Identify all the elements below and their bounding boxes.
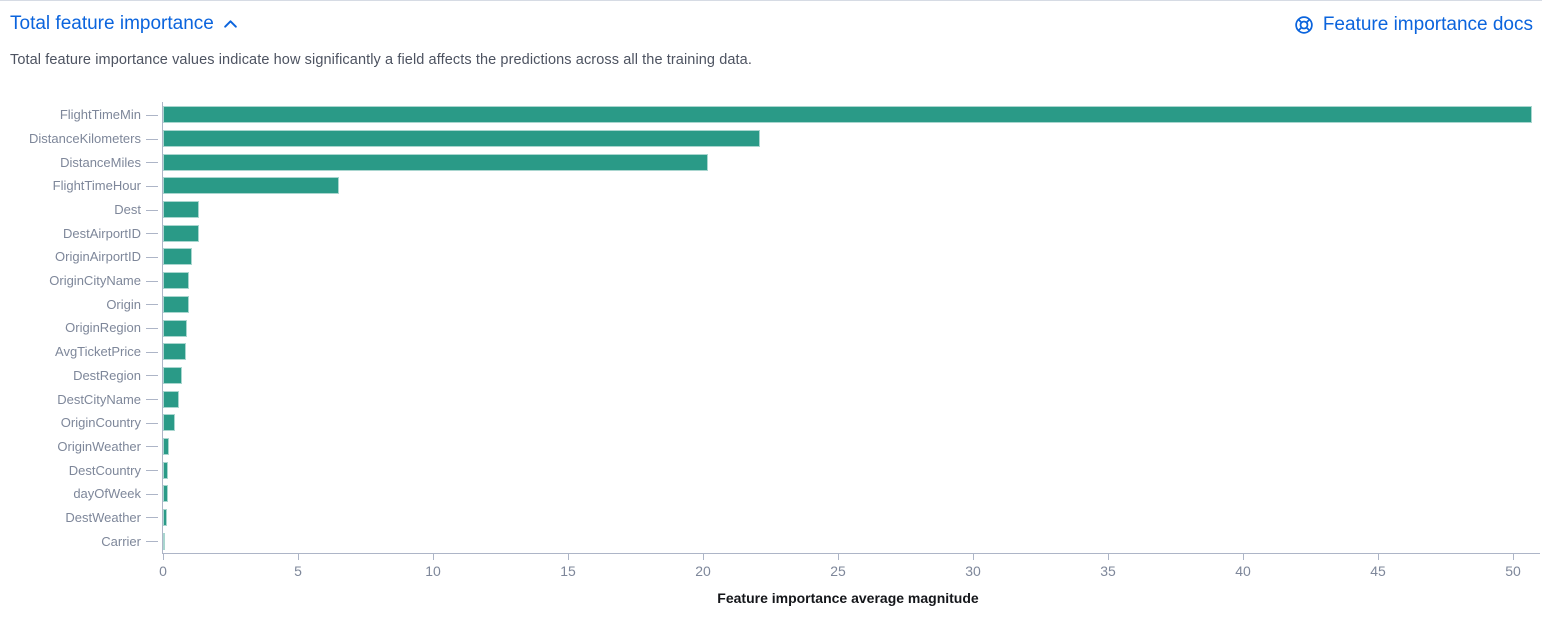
x-axis-tick-label: 35 (1100, 563, 1116, 579)
x-axis-tick (163, 553, 164, 560)
y-axis-label: OriginRegion (65, 320, 141, 336)
y-axis-tick (146, 162, 158, 164)
bar[interactable] (163, 248, 193, 266)
bar[interactable] (163, 414, 175, 432)
y-axis-label: OriginWeather (57, 438, 141, 454)
y-axis-label: DistanceKilometers (29, 131, 141, 146)
y-axis-tick (146, 280, 158, 282)
y-axis-tick (146, 114, 158, 116)
x-axis-tick (1513, 553, 1515, 560)
y-axis-tick (146, 399, 158, 401)
x-axis-tick (298, 553, 299, 560)
x-axis-tick-label: 45 (1370, 563, 1386, 579)
y-axis-label: Origin (106, 296, 141, 312)
bar[interactable] (163, 485, 168, 503)
y-axis-tick (146, 541, 158, 543)
y-axis-label: FlightTimeMin (59, 107, 141, 123)
feature-importance-docs-link[interactable]: Feature importance docs (1294, 14, 1533, 36)
x-axis-title: Feature importance average magnitude (717, 590, 979, 606)
y-axis-label: Dest (114, 202, 141, 218)
x-axis-tick-label: 30 (965, 563, 981, 579)
y-axis-tick (146, 517, 158, 519)
bar[interactable] (163, 319, 188, 337)
docs-link-label: Feature importance docs (1322, 14, 1533, 35)
x-axis-tick-label: 15 (560, 563, 576, 579)
x-axis-tick-label: 40 (1235, 563, 1251, 579)
y-axis-label: DistanceMiles (60, 154, 141, 170)
y-axis-label: OriginCountry (60, 415, 141, 431)
section-title: Total feature importance (10, 13, 214, 34)
x-axis-tick (838, 553, 839, 560)
chevron-up-icon (223, 17, 238, 32)
y-axis-tick (146, 256, 158, 258)
x-axis-tick-label: 10 (425, 563, 441, 579)
y-axis-label: OriginAirportID (55, 249, 141, 265)
bar[interactable] (163, 295, 189, 313)
x-axis-line (162, 553, 1540, 554)
x-axis-tick-label: 25 (830, 563, 846, 579)
bar[interactable] (163, 343, 186, 361)
y-axis-tick (146, 138, 158, 140)
y-axis-tick (146, 304, 158, 306)
x-axis-tick (433, 553, 434, 560)
y-axis-tick (146, 422, 158, 424)
y-axis-label: OriginCityName (49, 273, 141, 289)
y-axis-tick (146, 351, 158, 353)
y-axis-label: DestWeather (65, 509, 141, 525)
x-axis-tick (568, 553, 569, 560)
bar[interactable] (163, 390, 180, 408)
bar[interactable] (163, 532, 165, 550)
section-description: Total feature importance values indicate… (10, 52, 752, 68)
bar[interactable] (163, 461, 169, 479)
x-axis-tick-label: 50 (1505, 563, 1521, 579)
x-axis-tick (1378, 553, 1380, 560)
y-axis-label: DestCountry (68, 462, 141, 478)
x-axis-tick (1108, 553, 1109, 560)
y-axis-label: AvgTicketPrice (55, 344, 141, 360)
y-axis-tick (146, 185, 158, 187)
y-axis-line (162, 102, 163, 553)
bar[interactable] (163, 201, 200, 219)
bar[interactable] (163, 437, 170, 455)
x-axis-tick (703, 553, 704, 560)
y-axis-label: DestRegion (73, 367, 141, 383)
total-feature-importance-toggle[interactable]: Total feature importance (10, 13, 238, 35)
life-ring-icon (1294, 15, 1314, 35)
y-axis-tick (146, 209, 158, 211)
bar[interactable] (163, 153, 709, 171)
x-axis-tick (1243, 553, 1245, 560)
y-axis-tick (146, 493, 158, 495)
x-axis-tick-label: 20 (695, 563, 711, 579)
y-axis-label: DestCityName (57, 391, 141, 407)
x-axis-tick-label: 0 (159, 563, 167, 579)
x-axis-tick (973, 553, 974, 560)
y-axis-label: FlightTimeHour (52, 178, 141, 194)
bar[interactable] (163, 272, 190, 290)
bar[interactable] (163, 106, 1532, 124)
panel-top-border (0, 0, 1542, 1)
bar[interactable] (163, 177, 339, 195)
y-axis-label: Carrier (101, 533, 141, 549)
bar[interactable] (163, 366, 183, 384)
bar[interactable] (163, 130, 760, 148)
y-axis-tick (146, 446, 158, 448)
y-axis-tick (146, 328, 158, 329)
bar[interactable] (163, 508, 167, 526)
y-axis-label: DestAirportID (62, 225, 141, 241)
y-axis-tick (146, 233, 158, 235)
bar[interactable] (163, 224, 199, 242)
y-axis-tick (146, 375, 158, 377)
x-axis-tick-label: 5 (294, 563, 302, 579)
y-axis-tick (146, 470, 158, 472)
y-axis-label: dayOfWeek (73, 486, 141, 502)
